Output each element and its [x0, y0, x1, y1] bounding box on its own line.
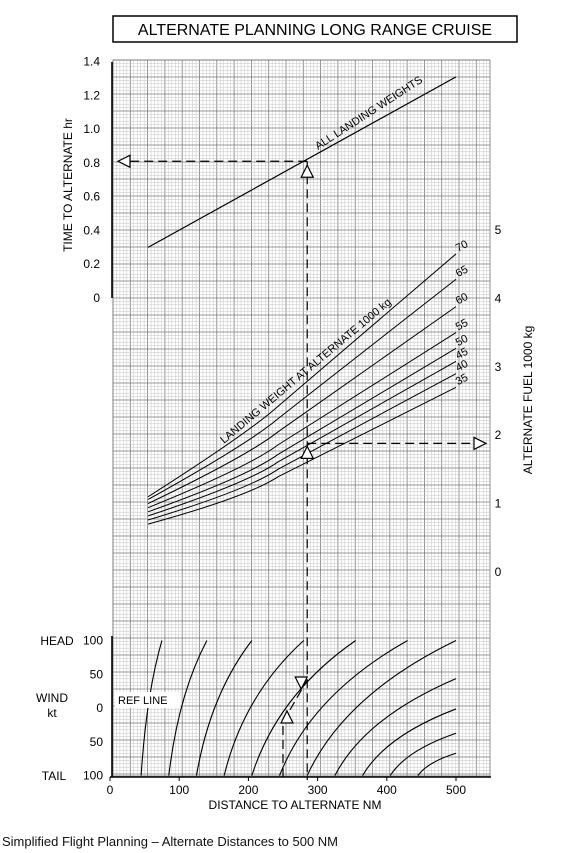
fuel-axis-title: ALTERNATE FUEL 1000 kg [521, 326, 535, 475]
wind-tick-label: 0 [96, 701, 103, 715]
fuel-curve-label-40: 40 [454, 358, 470, 374]
time-tick-label: 1.4 [83, 55, 100, 69]
fuel-curve-label-60: 60 [454, 291, 470, 307]
distance-tick-label: 100 [169, 783, 189, 797]
wind-curve [389, 732, 457, 776]
wind-curve [417, 752, 457, 776]
wind-curve [223, 640, 305, 776]
fuel-curve-60 [147, 306, 457, 505]
fuel-tick-label: 3 [495, 360, 502, 374]
fuel-curve-label-65: 65 [454, 264, 470, 280]
example-arrows [116, 154, 488, 780]
fuel-curve-40 [147, 373, 457, 521]
fuel-curve-55 [147, 332, 457, 509]
wind-tick-label: 100 [83, 769, 103, 783]
fuel-curve-label-45: 45 [454, 346, 470, 362]
fuel-tick-label: 5 [495, 223, 502, 237]
title-box [112, 15, 518, 43]
arrow-fuel-right [473, 436, 488, 451]
wind-tick-label: 100 [83, 634, 103, 648]
distance-tick-label: 400 [377, 783, 397, 797]
fuel-curve-65 [147, 278, 457, 500]
wind-unit-label: kt [47, 706, 57, 720]
fuel-curve-50 [147, 347, 457, 513]
chart-grid [112, 59, 491, 777]
distance-tick-label: 300 [308, 783, 328, 797]
wind-curve [168, 640, 208, 776]
time-tick-label: 0.6 [83, 190, 100, 204]
time-series-line [147, 76, 457, 248]
ref-line-label: REF LINE [118, 695, 168, 707]
wind-curve [362, 708, 457, 776]
wind-label: WIND [36, 691, 68, 705]
time-tick-label: 1.2 [83, 88, 100, 102]
time-tick-label: 0.8 [83, 156, 100, 170]
fuel-curve-label-55: 55 [454, 317, 470, 333]
wind-tick-label: 50 [90, 667, 104, 681]
arrow-wind-down [294, 676, 309, 691]
fuel-tick-label: 4 [495, 291, 502, 305]
distance-tick-label: 0 [107, 783, 114, 797]
distance-tick-label: 200 [238, 783, 258, 797]
time-tick-label: 0.4 [83, 223, 100, 237]
time-axis-title: TIME TO ALTERNATE hr [61, 118, 75, 252]
fuel-tick-label: 0 [495, 565, 502, 579]
chart-axes: 00.20.40.60.81.01.21.4012345100500501000… [83, 55, 502, 797]
time-tick-label: 0.2 [83, 257, 100, 271]
fuel-curve-45 [147, 360, 457, 517]
fuel-curve-label-35: 35 [454, 372, 470, 388]
distance-tick-label: 500 [446, 783, 466, 797]
distance-axis-title: DISTANCE TO ALTERNATE NM [209, 798, 382, 812]
fuel-curve-35 [147, 386, 457, 525]
wind-curve [279, 640, 408, 776]
fuel-tick-label: 1 [495, 497, 502, 511]
time-tick-label: 1.0 [83, 122, 100, 136]
ref-line-box [115, 692, 180, 708]
fuel-curve-label-70: 70 [454, 238, 470, 254]
wind-curve [334, 678, 457, 776]
arrow-time-left [116, 154, 131, 169]
grid-border [112, 59, 491, 777]
tail-label: TAIL [42, 769, 67, 783]
fuel-curve-label-50: 50 [454, 333, 470, 349]
wind-curve [306, 640, 457, 776]
wind-curve [251, 640, 356, 776]
arrow-fuel-up [300, 445, 315, 460]
head-label: HEAD [40, 634, 74, 648]
time-tick-label: 0 [93, 291, 100, 305]
wind-tick-label: 50 [90, 735, 104, 749]
figure-caption: Simplified Flight Planning – Alternate D… [2, 834, 339, 849]
fuel-tick-label: 2 [495, 428, 502, 442]
arrow-time-up [300, 163, 315, 178]
arrow-wind-up [280, 709, 294, 724]
wind-curve [195, 640, 253, 776]
chart-title: ALTERNATE PLANNING LONG RANGE CRUISE [138, 22, 492, 39]
fuel-curve-70 [147, 253, 457, 498]
